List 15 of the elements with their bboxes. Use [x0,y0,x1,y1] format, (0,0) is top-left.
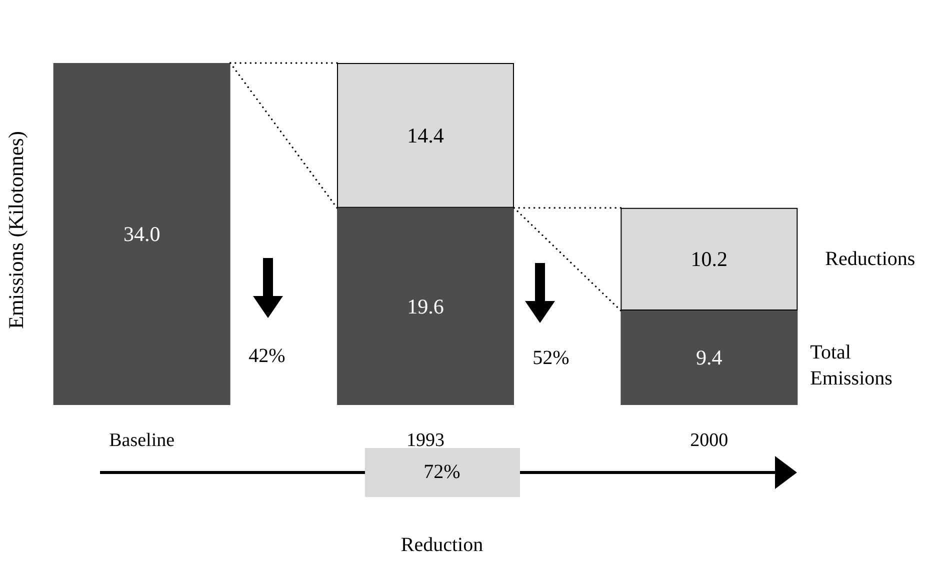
data-label: 34.0 [123,222,160,246]
series-label: Reductions [825,248,916,270]
x-tick-label: 1993 [406,430,444,451]
data-label: 9.4 [696,346,723,370]
y-axis-title: Emissions (Kilotonnes) [4,131,28,329]
text: Reduction [400,534,484,556]
annotation: 52% [532,347,570,369]
x-tick-label: Baseline [109,430,175,451]
data-label: 14.4 [407,123,444,148]
text: 72% [424,461,460,483]
annotation: 42% [248,345,286,367]
data-label: 10.2 [690,247,728,272]
data-label: 19.6 [407,294,444,318]
x-tick-label: 2000 [690,430,728,451]
series-label: Total Emissions [810,342,893,390]
